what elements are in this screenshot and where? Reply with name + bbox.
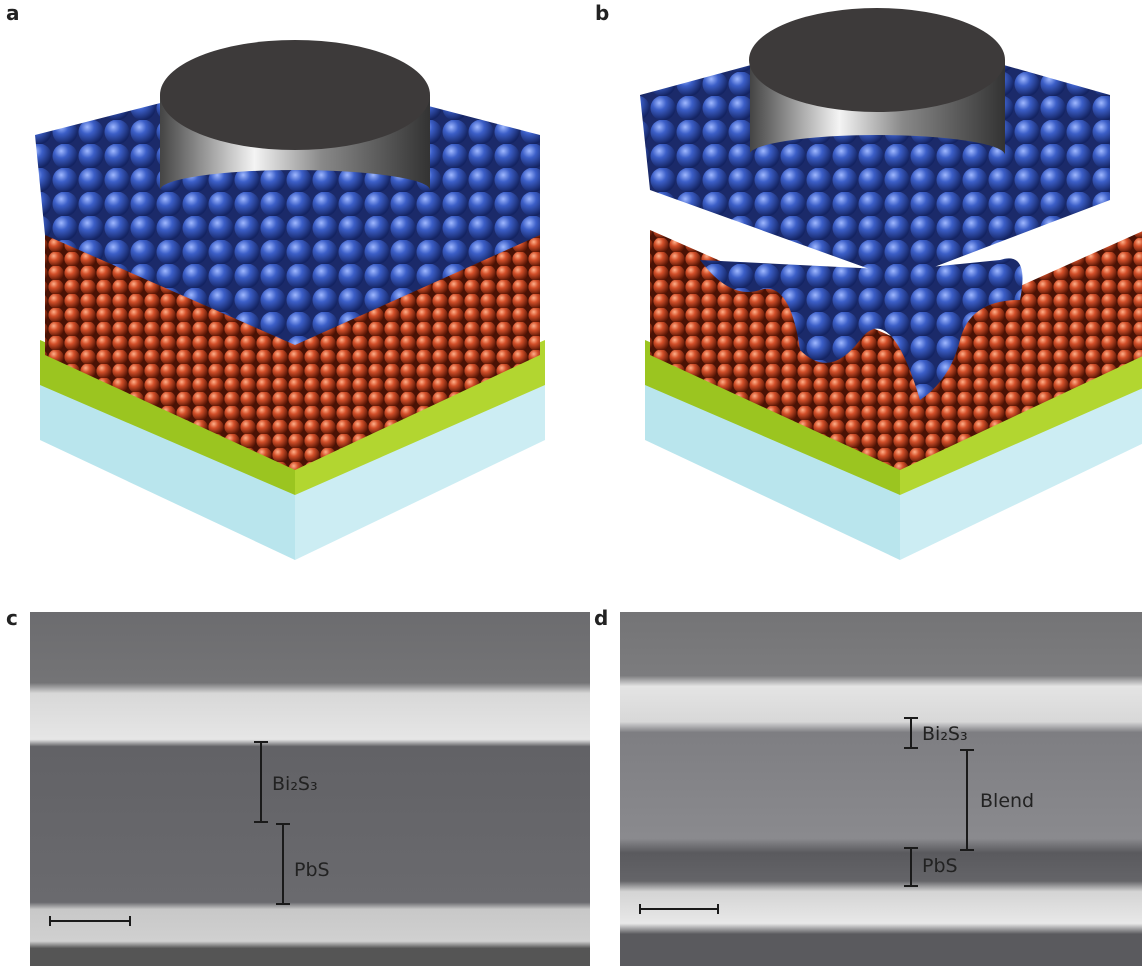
panel-a: a	[6, 1, 545, 560]
panel-label: b	[595, 1, 609, 25]
panel-label: c	[6, 606, 18, 630]
figure: a b c Bi₂S₃ PbS d Bi₂S₃ Blend PbS	[0, 0, 1142, 966]
electrode-shadow	[160, 170, 430, 210]
annotation: Blend	[980, 790, 1034, 812]
page: a b c Bi₂S₃ PbS d Bi₂S₃ Blend PbS	[0, 0, 1142, 966]
micrograph	[620, 612, 1142, 966]
annotation: PbS	[294, 859, 330, 881]
panel-b: b	[595, 1, 1142, 560]
panel-label: d	[594, 606, 608, 630]
electrode-shadow	[749, 135, 1005, 175]
electrode-top	[160, 40, 430, 150]
panel-c: c Bi₂S₃ PbS	[6, 606, 590, 966]
panel-label: a	[6, 1, 20, 25]
annotation: PbS	[922, 855, 958, 877]
electrode-top	[749, 8, 1005, 112]
panel-d: d Bi₂S₃ Blend PbS	[594, 606, 1142, 966]
annotation: Bi₂S₃	[272, 773, 318, 795]
annotation: Bi₂S₃	[922, 723, 968, 745]
